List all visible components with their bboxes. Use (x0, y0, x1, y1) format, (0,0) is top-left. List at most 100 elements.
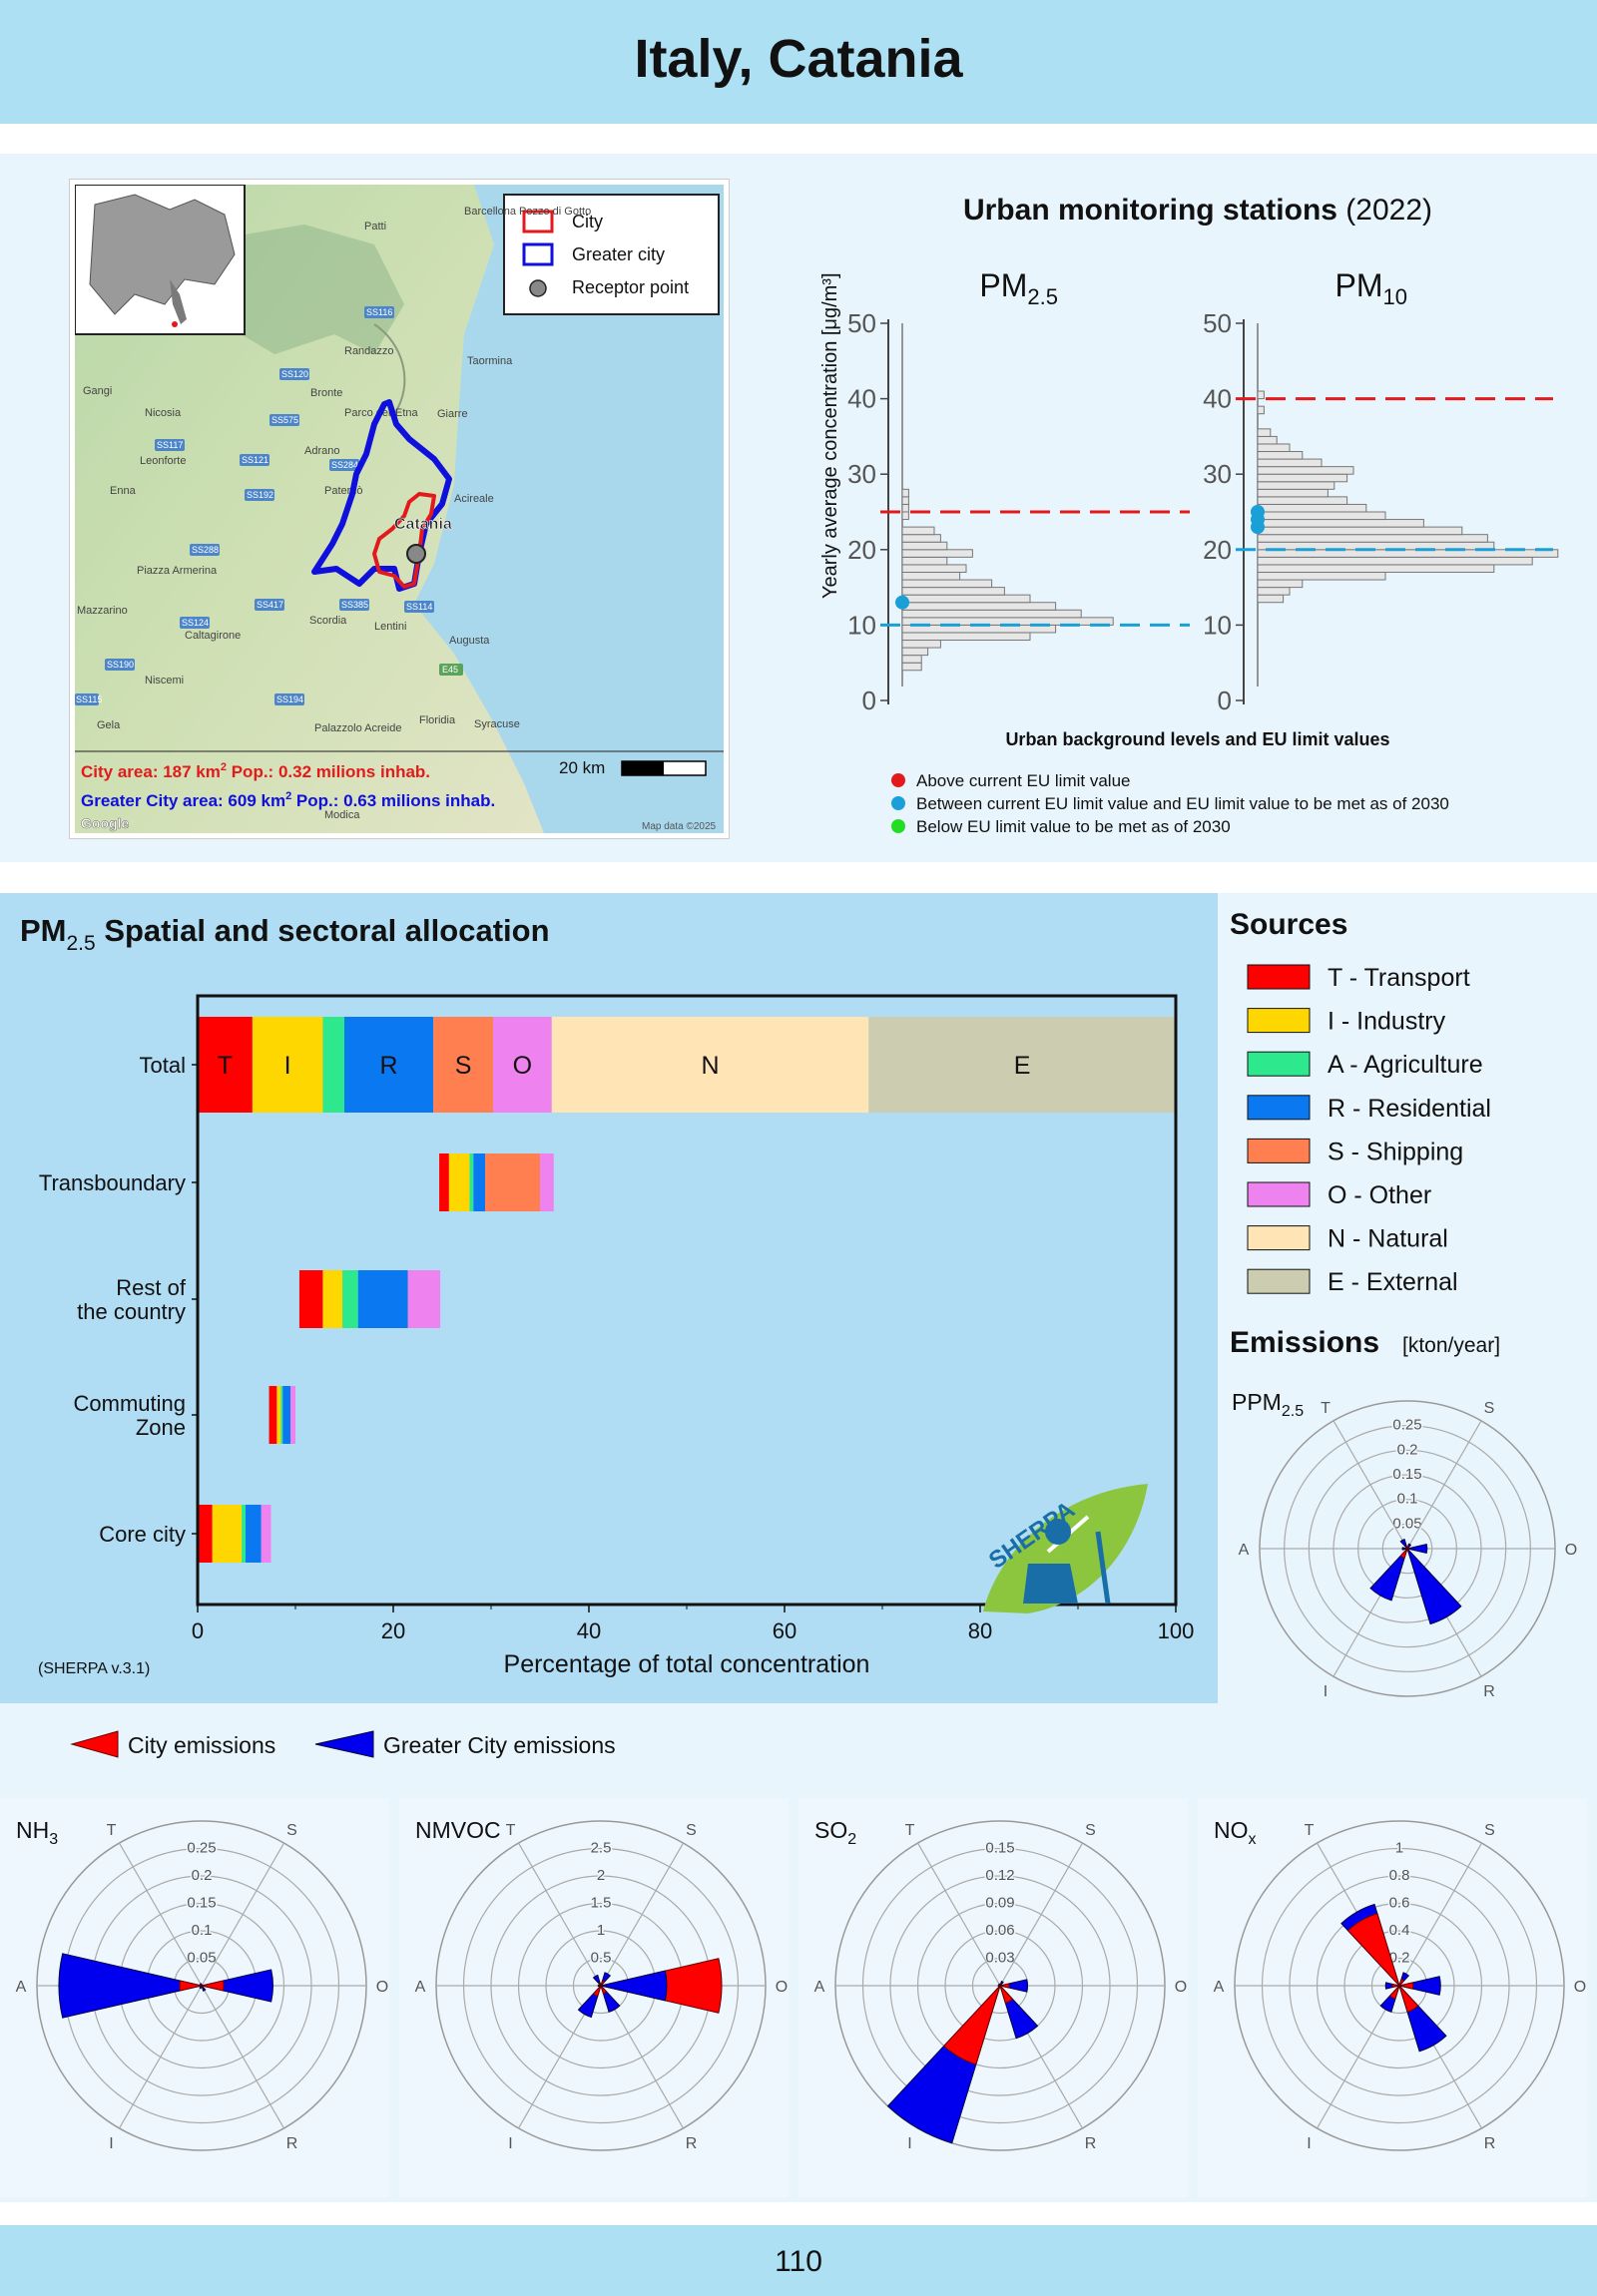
hist-bar (901, 662, 922, 672)
bar-segment (407, 1270, 441, 1328)
hist-tick-label: 30 (847, 459, 876, 489)
road-label: SS115 (76, 694, 102, 704)
polar-spoke (600, 1842, 685, 1987)
hist-bar (1257, 503, 1367, 513)
hist-bar (1257, 435, 1278, 445)
bar-segment (322, 1017, 344, 1113)
x-tick-label: 80 (968, 1618, 992, 1643)
polar-tick-label: 2.5 (591, 1840, 612, 1857)
greater-city-info: Greater City area: 609 km2 Pop.: 0.63 mi… (81, 790, 495, 810)
legend-between-dot (891, 796, 905, 810)
legend-above: Above current EU limit value (916, 771, 1130, 790)
page-title: Italy, Catania (634, 29, 963, 89)
polar-tick-label: 0.5 (591, 1950, 612, 1967)
polar-tick-label: 0.8 (1389, 1867, 1410, 1884)
place-label: Augusta (449, 635, 490, 647)
relief (373, 323, 406, 415)
city-name-label: Catania (394, 516, 452, 533)
polar-title-ppm25: PPM2.5 (1232, 1389, 1304, 1420)
polar-tick-label: 0.03 (985, 1950, 1014, 1967)
polar-wedge (1346, 1913, 1400, 1987)
hist-bar (901, 579, 993, 589)
road-label: SS417 (257, 600, 283, 610)
polar-title-nmvoc: NMVOC (415, 1817, 501, 1843)
hist-tick-label: 30 (1203, 459, 1232, 489)
bar-segment (448, 1153, 470, 1211)
polar-sector-label: O (1175, 1979, 1187, 1996)
footer-band (0, 2225, 1597, 2296)
hist-bar (1257, 451, 1304, 460)
logo-head (1045, 1519, 1071, 1545)
hist-bar (901, 655, 922, 664)
emissions-charts: City emissions Greater City emissions NH… (0, 1730, 1587, 2197)
emissions-legend: City emissions Greater City emissions (70, 1730, 616, 1758)
road-label: SS116 (366, 307, 392, 317)
hist-bar (1257, 443, 1291, 453)
hist-bar (901, 541, 948, 551)
hist-bar (1257, 473, 1348, 483)
segment-label: R (380, 1052, 398, 1080)
polar-spoke (1398, 1842, 1483, 1987)
polar-sector-label: T (1305, 1822, 1315, 1839)
place-label: Mazzarino (77, 605, 128, 617)
polar-tick-label: 2 (597, 1867, 605, 1884)
receptor-swatch (529, 279, 547, 297)
hist-tick-label: 50 (1203, 308, 1232, 338)
polar-wedge (201, 1969, 273, 2003)
polar-wedge (1369, 1548, 1408, 1602)
legend-greater-emissions: Greater City emissions (383, 1732, 616, 1758)
segment-label: S (455, 1052, 472, 1080)
sherpa-version: (SHERPA v.3.1) (38, 1660, 150, 1677)
polar-sector-label: T (107, 1822, 117, 1839)
bar-segment (242, 1505, 247, 1563)
polar-tick-label: 0.2 (1389, 1950, 1410, 1967)
place-label: Palazzolo Acreide (314, 722, 401, 734)
road-labels: SS116 SS120 SS575 SS121 SS284 SS117 SS19… (75, 306, 463, 705)
stations-chart: Urban monitoring stations (2022) PM2.5 P… (819, 194, 1559, 836)
road-label: SS194 (276, 694, 303, 704)
x-tick-label: 20 (381, 1618, 405, 1643)
logo-pole (1095, 1531, 1111, 1605)
hist-bar (901, 594, 1031, 604)
polar-wedge (1391, 1983, 1400, 1989)
source-swatch (1247, 1095, 1311, 1121)
polar-sector-label: I (109, 2135, 113, 2152)
polar-wedge (999, 1985, 1014, 2005)
polar-wedge (600, 1980, 606, 1987)
hist-tick-label: 40 (847, 384, 876, 414)
city-boundary (372, 492, 436, 589)
bar-segment (469, 1153, 474, 1211)
polar-sector-label: I (907, 2135, 911, 2152)
polar-spoke (517, 1842, 602, 1987)
polar-sector-label: I (508, 2135, 512, 2152)
stations-subtitle: Urban background levels and EU limit val… (1005, 729, 1389, 749)
category-label: Commuting (74, 1391, 186, 1416)
bar-segment (492, 1017, 552, 1113)
source-label: N - Natural (1328, 1225, 1448, 1253)
place-label: Lentini (374, 621, 406, 633)
x-tick-label: 60 (773, 1618, 797, 1643)
hist-bar (1257, 488, 1329, 498)
greater-city-boundary (311, 399, 452, 592)
polar-wedge (1398, 1976, 1441, 1996)
polar-wedge (1399, 1548, 1408, 1560)
polar-sector-label: I (1307, 2135, 1311, 2152)
hist-bar (1257, 496, 1348, 505)
polar-wedge (1398, 1985, 1419, 2013)
road-label: SS288 (192, 545, 219, 555)
bar-segment (298, 1270, 323, 1328)
place-label: Scordia (309, 615, 347, 627)
polar-sector-label: R (1483, 1683, 1495, 1700)
bar-segment (485, 1153, 540, 1211)
polar-tick-label: 1 (597, 1922, 605, 1939)
emissions-unit: [kton/year] (1402, 1334, 1500, 1357)
source-swatch (1247, 1051, 1311, 1077)
road-label: SS121 (242, 455, 268, 465)
hist-tick-label: 10 (1203, 610, 1232, 640)
bar-segment (246, 1505, 262, 1563)
polar-spoke (118, 1842, 203, 1987)
source-swatch (1247, 1268, 1311, 1294)
legend-greater-city: Greater city (572, 244, 665, 264)
source-swatch (1247, 1138, 1311, 1163)
pm10-histogram: 0 10 20 30 40 50 (1203, 308, 1559, 715)
